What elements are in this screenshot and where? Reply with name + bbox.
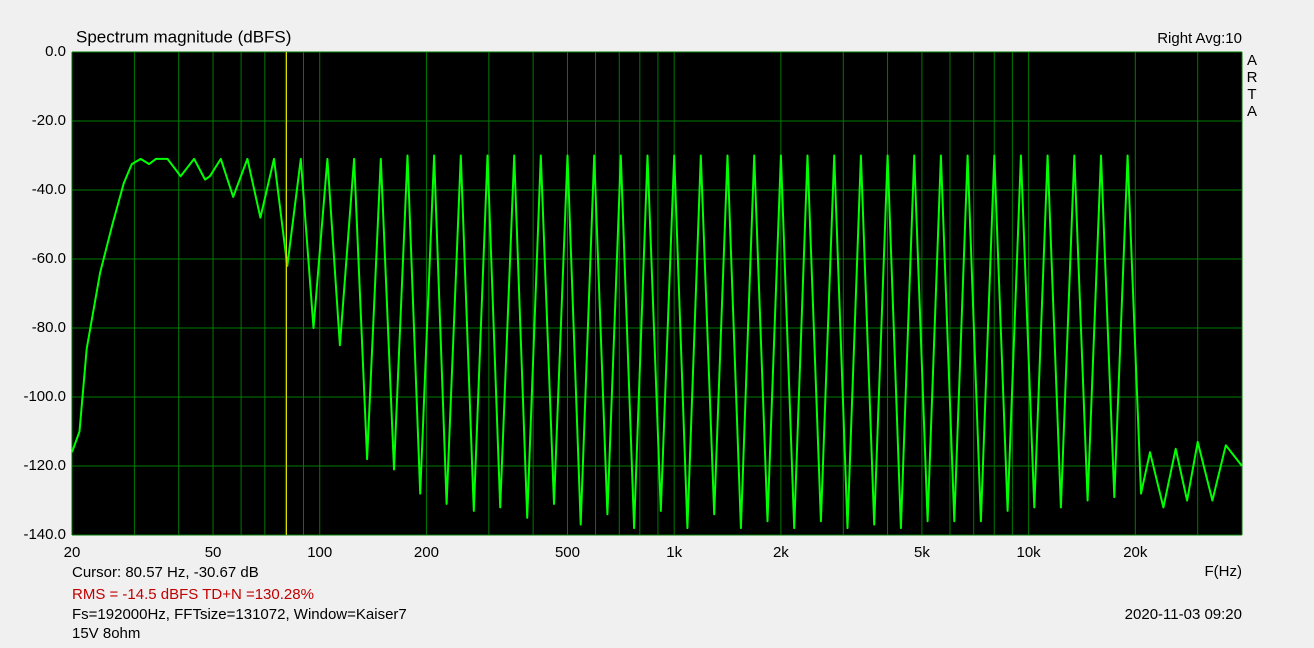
rms-info: RMS = -14.5 dBFS TD+N =130.28% (72, 586, 314, 603)
x-tick-label: 500 (555, 544, 580, 561)
side-letter: A (1247, 103, 1257, 120)
x-tick-label: 10k (1017, 544, 1042, 561)
x-tick-label: 200 (414, 544, 439, 561)
x-tick-label: 2k (773, 544, 789, 561)
cursor-readout: Cursor: 80.57 Hz, -30.67 dB (72, 564, 259, 581)
side-letter: T (1247, 86, 1256, 103)
x-tick-label: 50 (205, 544, 222, 561)
y-tick-label: -60.0 (32, 250, 66, 267)
side-letter: R (1247, 69, 1258, 86)
y-tick-label: -120.0 (23, 457, 66, 474)
x-tick-label: 100 (307, 544, 332, 561)
fft-info: Fs=192000Hz, FFTsize=131072, Window=Kais… (72, 606, 407, 623)
y-tick-label: 0.0 (45, 43, 66, 60)
chart-title: Spectrum magnitude (dBFS) (76, 27, 291, 46)
x-tick-label: 1k (666, 544, 682, 561)
y-tick-label: -20.0 (32, 112, 66, 129)
y-tick-label: -40.0 (32, 181, 66, 198)
side-letter: A (1247, 52, 1257, 69)
timestamp: 2020-11-03 09:20 (1125, 606, 1242, 623)
x-tick-label: 20 (64, 544, 81, 561)
spectrum-line (71, 154, 1243, 530)
y-tick-label: -100.0 (23, 388, 66, 405)
y-tick-label: -80.0 (32, 319, 66, 336)
y-tick-label: -140.0 (23, 526, 66, 543)
note: 15V 8ohm (72, 625, 140, 642)
x-tick-label: 5k (914, 544, 930, 561)
x-axis-label: F(Hz) (1205, 563, 1243, 580)
plot-area (72, 52, 1242, 535)
x-tick-label: 20k (1123, 544, 1148, 561)
channel-info: Right Avg:10 (1157, 30, 1242, 47)
